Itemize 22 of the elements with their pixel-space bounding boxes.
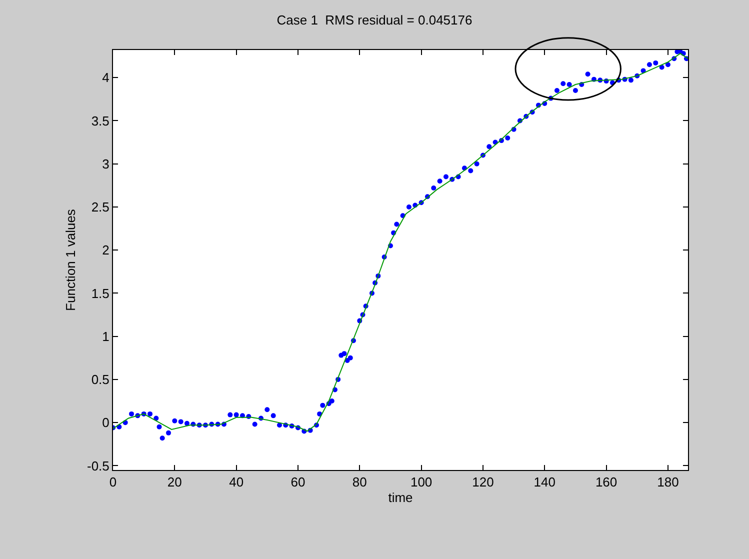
x-tick-label: 100 [410, 474, 432, 490]
y-tick-label: 3 [102, 156, 110, 172]
y-tick-label: 0 [102, 415, 110, 430]
x-tick-label: 120 [472, 474, 494, 490]
y-tick-label: 1 [102, 328, 110, 344]
x-tick-label: 80 [352, 474, 367, 490]
x-tick-label: 160 [595, 474, 618, 490]
x-tick-label: 60 [290, 474, 306, 490]
y-tick-label: 3.5 [91, 113, 110, 128]
y-tick-label: 2.5 [91, 200, 110, 215]
y-tick-label: 4 [102, 70, 110, 86]
y-axis-title: Function 1 values [62, 208, 78, 311]
x-axis-title: time [388, 490, 413, 506]
x-tick-label: 20 [167, 474, 182, 490]
y-tick-label: -0.5 [86, 458, 110, 474]
y-tick-label: 0.5 [91, 372, 110, 387]
y-tick-label: 1.5 [91, 286, 110, 301]
chart-title: Case 1 RMS residual = 0.045176 [276, 12, 472, 28]
x-tick-label: 180 [657, 474, 679, 490]
y-tick-label: 2 [102, 242, 110, 258]
x-tick-label: 140 [534, 474, 556, 490]
x-tick-label: 40 [229, 474, 244, 490]
